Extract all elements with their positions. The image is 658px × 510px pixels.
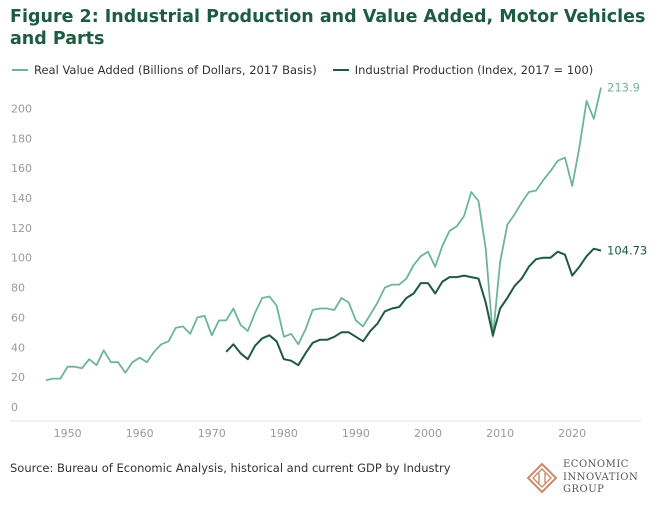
- x-tick-label: 1990: [342, 427, 370, 440]
- x-tick-label: 1950: [54, 427, 82, 440]
- x-tick-label: 1980: [270, 427, 298, 440]
- y-tick-label: 140: [11, 192, 32, 205]
- end-label-industrial-production: 104.73: [607, 244, 647, 258]
- x-tick-label: 2000: [414, 427, 442, 440]
- y-tick-label: 60: [11, 311, 25, 324]
- legend-label-value-added: Real Value Added (Billions of Dollars, 2…: [34, 63, 317, 77]
- source-note: Source: Bureau of Economic Analysis, his…: [10, 461, 451, 475]
- line-chart: 0 20 40 60 80 100 120 140 160 180 200 1950 1960 1970 1…: [10, 81, 647, 440]
- logo-line-3: GROUP: [563, 484, 605, 495]
- y-tick-label: 160: [11, 162, 32, 175]
- logo-line-2: INNOVATION: [563, 471, 639, 483]
- y-tick-label: 0: [11, 401, 18, 414]
- x-tick-label: 2020: [558, 427, 586, 440]
- y-tick-label: 100: [11, 252, 32, 265]
- x-tick-label: 1960: [126, 427, 154, 440]
- legend-item-industrial-production: Industrial Production (Index, 2017 = 100…: [332, 63, 594, 77]
- y-tick-label: 120: [11, 222, 32, 235]
- y-tick-label: 180: [11, 132, 32, 145]
- legend: Real Value Added (Billions of Dollars, 2…: [12, 63, 609, 77]
- chart-title: Figure 2: Industrial Production and Valu…: [10, 7, 646, 49]
- series-line-value-added: [45, 87, 602, 381]
- x-tick-label: 2010: [486, 427, 514, 440]
- y-tick-label: 200: [11, 102, 32, 115]
- y-tick-label: 20: [11, 371, 25, 384]
- y-tick-label: 80: [11, 282, 25, 295]
- legend-item-value-added: Real Value Added (Billions of Dollars, 2…: [12, 63, 317, 77]
- legend-swatch-value-added: [12, 69, 28, 71]
- logo-line-1: ECONOMIC: [563, 459, 629, 470]
- series-line-industrial-production: [225, 247, 602, 367]
- eig-diamond-logo-icon: [527, 462, 557, 493]
- legend-label-industrial-production: Industrial Production (Index, 2017 = 100…: [354, 63, 594, 77]
- y-tick-label: 40: [11, 341, 25, 354]
- eig-logo: ECONOMIC INNOVATION GROUP: [527, 459, 638, 497]
- x-tick-label: 1970: [198, 427, 226, 440]
- end-label-value-added: 213.9: [607, 81, 640, 95]
- legend-swatch-industrial-production: [332, 69, 349, 71]
- eig-logo-text: ECONOMIC INNOVATION GROUP: [563, 459, 638, 497]
